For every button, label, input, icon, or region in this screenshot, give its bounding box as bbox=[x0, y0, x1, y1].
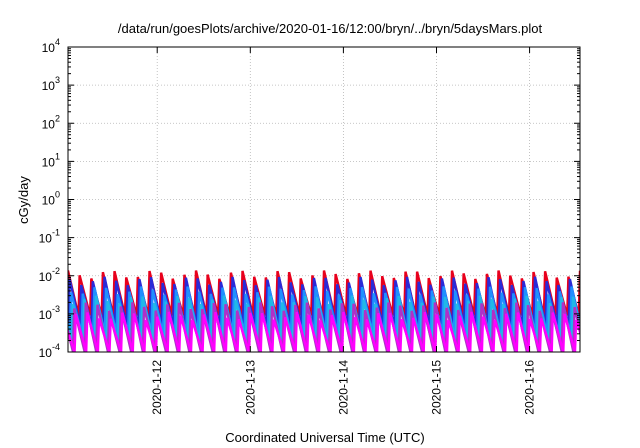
series-line bbox=[68, 286, 580, 335]
series-line bbox=[68, 276, 580, 326]
y-tick-label: 10-2 bbox=[39, 266, 60, 284]
y-tick-label: 100 bbox=[42, 190, 60, 208]
y-tick-label: 10-1 bbox=[39, 228, 60, 246]
x-tick-label: 2020-1-14 bbox=[336, 360, 350, 415]
y-tick-label: 104 bbox=[42, 37, 60, 55]
y-tick-label: 10-3 bbox=[39, 304, 60, 322]
x-axis-label: Coordinated Universal Time (UTC) bbox=[225, 430, 424, 445]
x-axis: 2020-1-12 2020-1-13 2020-1-14 2020-1-15 2020… bbox=[150, 47, 537, 415]
x-tick-label: 2020-1-13 bbox=[243, 360, 257, 415]
chart-title: /data/run/goesPlots/archive/2020-01-16/1… bbox=[118, 21, 543, 36]
series-group bbox=[68, 270, 580, 352]
x-tick-label: 2020-1-12 bbox=[150, 360, 164, 415]
y-axis: 10-4 10-3 10-2 10-1 100 101 102 103 104 bbox=[39, 37, 580, 360]
x-tick-label: 2020-1-15 bbox=[429, 360, 443, 415]
x-tick-label: 2020-1-16 bbox=[523, 360, 537, 415]
y-tick-label: 101 bbox=[42, 151, 60, 169]
y-tick-label: 103 bbox=[42, 75, 60, 93]
y-axis-label: cGy/day bbox=[16, 176, 31, 224]
series-line bbox=[68, 295, 580, 343]
series-line bbox=[68, 311, 580, 352]
y-tick-label: 10-4 bbox=[39, 342, 60, 360]
y-tick-label: 102 bbox=[42, 113, 60, 131]
